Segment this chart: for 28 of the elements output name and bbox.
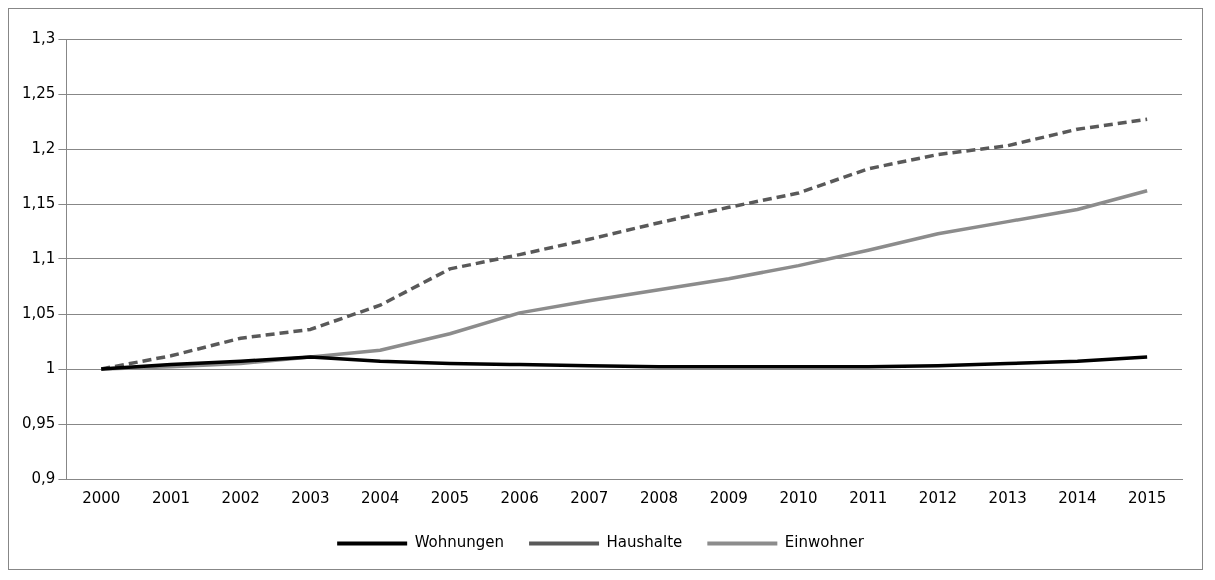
x-tick-label: 2006 [500, 488, 539, 507]
x-tick-label: 2001 [151, 488, 191, 507]
x-tick-label: 2009 [709, 488, 748, 507]
y-tick-label: 1,25 [21, 83, 56, 102]
x-tick-label: 2004 [361, 488, 400, 507]
x-tick-label: 2007 [570, 488, 609, 507]
x-tick-label: 2014 [1058, 488, 1097, 507]
x-tick-label: 2013 [988, 488, 1027, 507]
x-tick-label: 2015 [1128, 488, 1167, 507]
x-tick-label: 2000 [82, 488, 121, 507]
y-tick-label: 1,15 [21, 193, 56, 212]
y-tick-label: 1,1 [31, 248, 56, 267]
legend-label: Einwohner [784, 533, 865, 552]
x-tick-label: 2010 [779, 488, 818, 507]
y-tick-label: 0,95 [21, 413, 56, 432]
y-tick-label: 0,9 [31, 468, 56, 487]
legend-label: Haushalte [606, 533, 683, 552]
y-tick-label: 1,3 [31, 28, 56, 47]
x-tick-label: 2002 [221, 488, 260, 507]
x-tick-label: 2003 [291, 488, 330, 507]
y-tick-label: 1 [45, 358, 56, 377]
legend-label: Wohnungen [414, 533, 505, 552]
y-tick-label: 1,05 [21, 303, 56, 322]
x-tick-label: 2011 [849, 488, 888, 507]
x-tick-label: 2005 [430, 488, 469, 507]
y-tick-label: 1,2 [31, 138, 56, 157]
x-tick-label: 2012 [918, 488, 958, 507]
x-tick-label: 2008 [639, 488, 679, 507]
